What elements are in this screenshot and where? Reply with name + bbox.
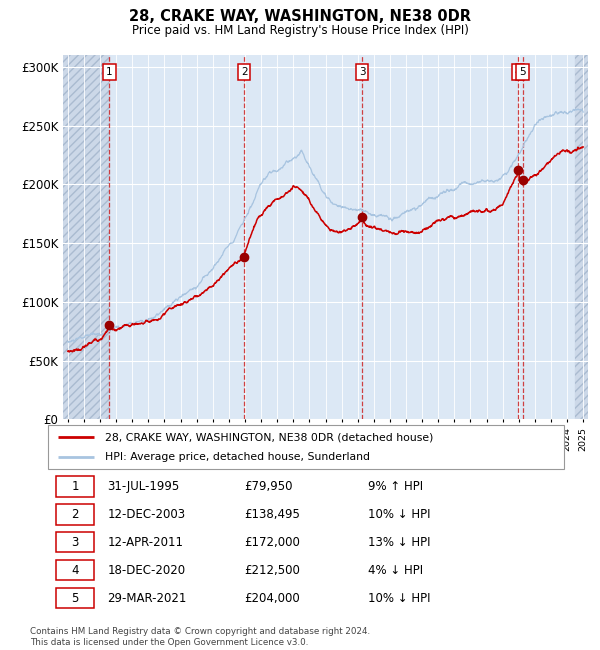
Text: 4: 4	[515, 67, 521, 77]
FancyBboxPatch shape	[56, 588, 94, 608]
Text: 28, CRAKE WAY, WASHINGTON, NE38 0DR (detached house): 28, CRAKE WAY, WASHINGTON, NE38 0DR (det…	[105, 432, 433, 442]
FancyBboxPatch shape	[56, 532, 94, 552]
Text: 13% ↓ HPI: 13% ↓ HPI	[368, 536, 430, 549]
FancyBboxPatch shape	[48, 425, 564, 469]
Text: £172,000: £172,000	[244, 536, 300, 549]
Bar	[575, 55, 591, 419]
Text: 10% ↓ HPI: 10% ↓ HPI	[368, 508, 430, 521]
Text: 12-APR-2011: 12-APR-2011	[107, 536, 184, 549]
Text: 4% ↓ HPI: 4% ↓ HPI	[368, 564, 423, 577]
Text: £79,950: £79,950	[244, 480, 293, 493]
Text: Contains HM Land Registry data © Crown copyright and database right 2024.
This d: Contains HM Land Registry data © Crown c…	[30, 627, 370, 647]
Text: 1: 1	[106, 67, 113, 77]
Text: £212,500: £212,500	[244, 564, 300, 577]
Text: 5: 5	[520, 67, 526, 77]
Bar	[60, 55, 109, 419]
Text: Price paid vs. HM Land Registry's House Price Index (HPI): Price paid vs. HM Land Registry's House …	[131, 24, 469, 36]
Text: 29-MAR-2021: 29-MAR-2021	[107, 592, 187, 604]
Text: 9% ↑ HPI: 9% ↑ HPI	[368, 480, 423, 493]
Text: 4: 4	[71, 564, 79, 577]
FancyBboxPatch shape	[56, 476, 94, 497]
Text: 3: 3	[71, 536, 79, 549]
Text: 31-JUL-1995: 31-JUL-1995	[107, 480, 179, 493]
Text: 10% ↓ HPI: 10% ↓ HPI	[368, 592, 430, 604]
FancyBboxPatch shape	[56, 560, 94, 580]
Text: 1: 1	[71, 480, 79, 493]
Text: 28, CRAKE WAY, WASHINGTON, NE38 0DR: 28, CRAKE WAY, WASHINGTON, NE38 0DR	[129, 9, 471, 24]
FancyBboxPatch shape	[56, 504, 94, 525]
Bar	[60, 55, 109, 419]
Text: 2: 2	[71, 508, 79, 521]
Text: 3: 3	[359, 67, 365, 77]
Text: 12-DEC-2003: 12-DEC-2003	[107, 508, 185, 521]
Text: 18-DEC-2020: 18-DEC-2020	[107, 564, 185, 577]
Text: HPI: Average price, detached house, Sunderland: HPI: Average price, detached house, Sund…	[105, 452, 370, 462]
Text: £138,495: £138,495	[244, 508, 300, 521]
Text: 2: 2	[241, 67, 247, 77]
Bar	[575, 55, 591, 419]
Text: £204,000: £204,000	[244, 592, 300, 604]
Text: 5: 5	[71, 592, 79, 604]
